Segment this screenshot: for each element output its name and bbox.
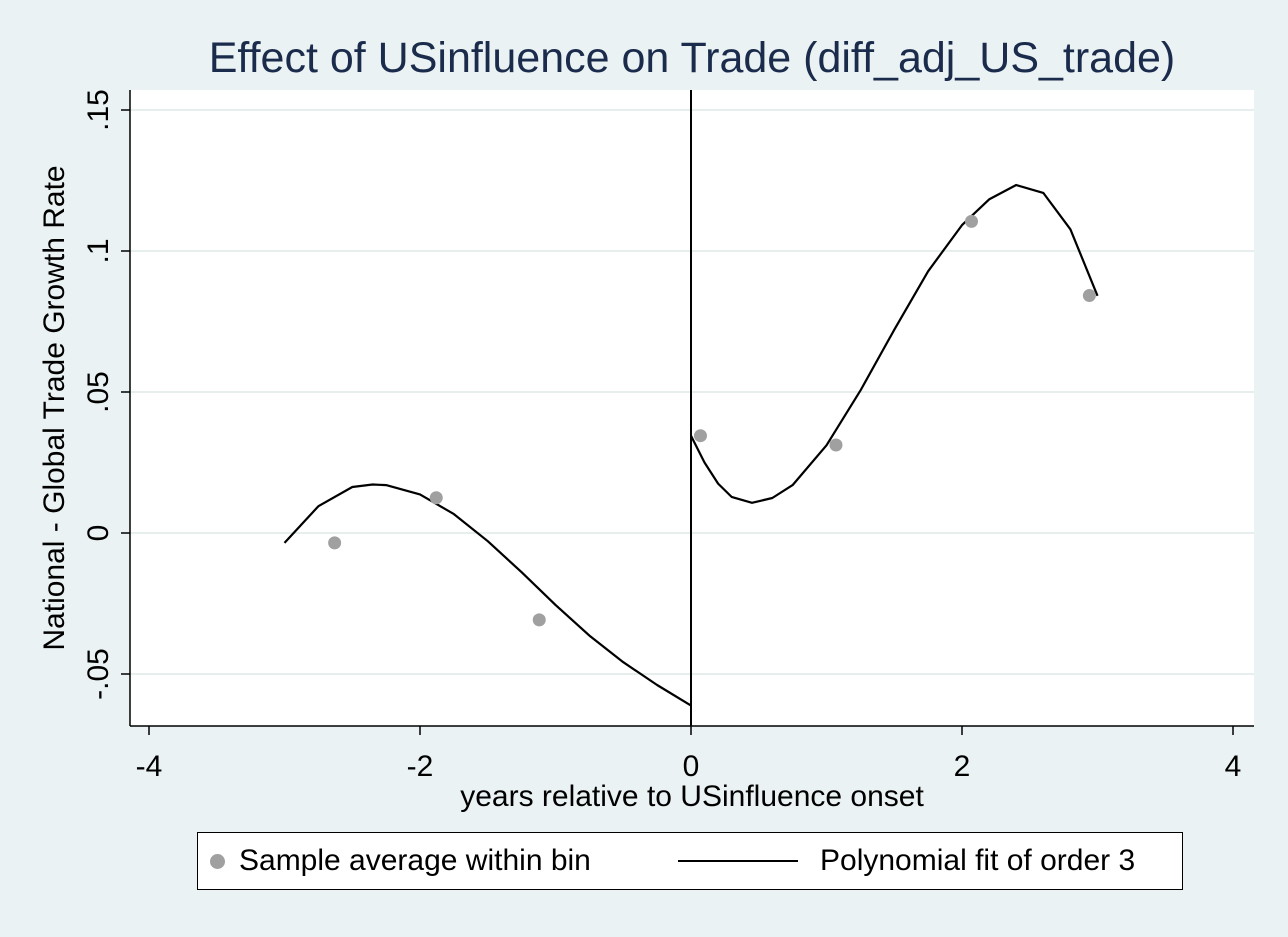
y-tick-label-1: 0 — [82, 525, 115, 542]
y-tick-label-0: -.05 — [82, 648, 115, 700]
fit-curve-0 — [283, 483, 692, 707]
x-tick-label-2: 0 — [683, 750, 700, 783]
y-tick-label-4: .15 — [82, 89, 115, 131]
y-tick-label-2: .05 — [82, 371, 115, 413]
legend: Sample average within bin Polynomial fit… — [197, 832, 1183, 890]
scatter-point-4 — [829, 438, 843, 452]
x-tick-label-4: 4 — [1225, 750, 1242, 783]
legend-label-fit: Polynomial fit of order 3 — [820, 844, 1136, 877]
x-tick-label-1: -2 — [407, 750, 434, 783]
legend-item-scatter: Sample average within bin — [210, 833, 591, 889]
y-axis-label: National - Global Trade Growth Rate — [38, 165, 71, 651]
x-tick-label-3: 2 — [954, 750, 971, 783]
axes: -.05 0 .05 .1 .15 -4 -2 0 2 4 — [82, 89, 1254, 783]
scatter-point-5 — [964, 214, 978, 228]
legend-marker-dot — [210, 853, 225, 869]
scatter-points — [328, 214, 1096, 627]
scatter-point-1 — [429, 491, 443, 505]
scatter-point-3 — [693, 429, 707, 443]
fit-lines — [283, 183, 1099, 707]
scatter-point-2 — [532, 613, 546, 627]
x-axis-label: years relative to USinfluence onset — [460, 780, 924, 813]
scatter-point-6 — [1082, 289, 1096, 303]
scatter-point-0 — [328, 536, 342, 550]
chart-title: Effect of USinfluence on Trade (diff_adj… — [208, 34, 1176, 82]
legend-label-scatter: Sample average within bin — [239, 844, 591, 877]
legend-item-fit: Polynomial fit of order 3 — [678, 833, 1135, 889]
y-tick-label-3: .1 — [82, 238, 115, 263]
legend-marker-line — [678, 860, 798, 862]
x-tick-label-0: -4 — [136, 750, 163, 783]
fit-curve-1 — [690, 183, 1099, 504]
